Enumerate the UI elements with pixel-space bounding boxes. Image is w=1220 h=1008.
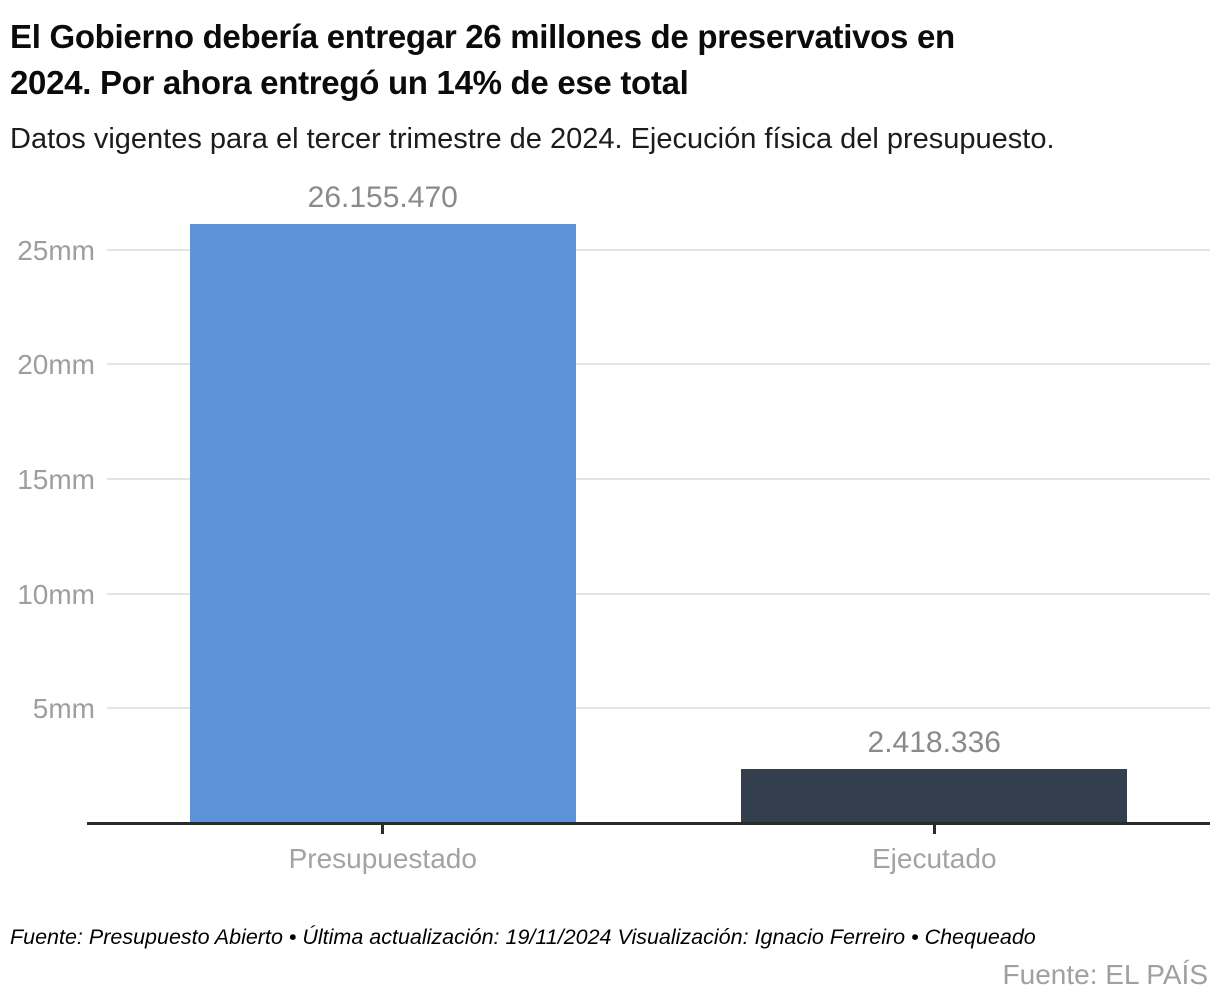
x-axis-line [87, 822, 1210, 825]
value-label-ejecutado: 2.418.336 [867, 725, 1001, 759]
bar-presupuestado [189, 224, 576, 824]
gridline-10mm [107, 592, 1210, 595]
chart-title: El Gobierno debería entregar 26 millones… [10, 14, 1215, 106]
y-tick-label-20mm: 20mm [17, 349, 95, 381]
chart-subtitle: Datos vigentes para el tercer trimestre … [10, 123, 1055, 155]
category-label-presupuestado: Presupuestado [288, 843, 477, 874]
gridline-25mm [107, 248, 1210, 251]
plot-area: 26.155.470 2.418.336 [107, 182, 1210, 824]
gridline-5mm [107, 707, 1210, 710]
gridline-20mm [107, 363, 1210, 366]
x-tick-ejecutado [932, 825, 936, 834]
chart-title-line-1: El Gobierno debería entregar 26 millones… [10, 18, 955, 55]
bar-ejecutado [741, 768, 1128, 824]
chart-title-line-2: 2024. Por ahora entregó un 14% de ese to… [10, 64, 689, 101]
value-label-presupuestado: 26.155.470 [307, 181, 458, 214]
category-label-ejecutado: Ejecutado [871, 843, 997, 874]
y-tick-label-15mm: 15mm [17, 463, 95, 495]
x-tick-presupuestado [381, 825, 385, 834]
chart-notes: Fuente: Presupuesto Abierto • Última act… [10, 925, 1036, 949]
gridline-15mm [107, 477, 1210, 480]
y-tick-label-10mm: 10mm [17, 578, 95, 610]
source-attribution: Fuente: EL PAÍS [1002, 959, 1208, 990]
y-tick-label-25mm: 25mm [17, 234, 95, 266]
y-tick-label-5mm: 5mm [32, 693, 95, 725]
